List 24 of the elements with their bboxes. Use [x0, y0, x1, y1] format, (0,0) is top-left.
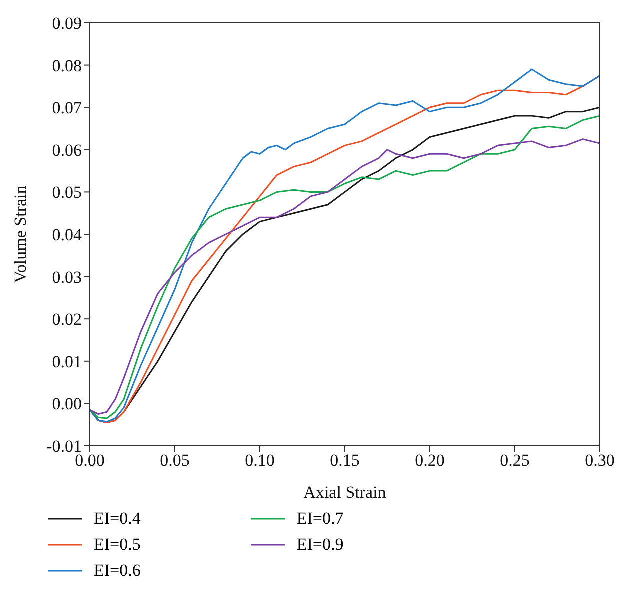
- y-axis-title: Volume Strain: [11, 185, 30, 284]
- y-tick-label: 0.06: [52, 140, 82, 160]
- y-tick-label: 0.03: [52, 268, 82, 287]
- y-tick-label: 0.09: [52, 14, 82, 34]
- y-tick-label: 0.07: [52, 98, 82, 118]
- x-tick-label: 0.00: [75, 451, 105, 470]
- x-axis-title: Axial Strain: [304, 483, 387, 502]
- y-tick-label: 0.02: [52, 310, 82, 330]
- y-tick-label: 0.05: [52, 183, 82, 202]
- x-tick-label: 0.30: [585, 451, 615, 470]
- x-tick-label: 0.05: [160, 451, 190, 470]
- x-tick-label: 0.10: [245, 451, 275, 470]
- legend-label: EI=0.9: [296, 535, 344, 555]
- y-tick-label: 0.00: [52, 394, 82, 414]
- x-tick-label: 0.20: [415, 451, 445, 470]
- x-tick-label: 0.25: [500, 451, 530, 470]
- y-tick-label: 0.08: [52, 56, 82, 76]
- legend-label: EI=0.4: [94, 509, 141, 529]
- legend-label: EI=0.6: [94, 561, 141, 581]
- y-tick-label: 0.01: [52, 352, 82, 372]
- x-tick-label: 0.15: [330, 451, 360, 470]
- y-tick-label: 0.04: [52, 226, 82, 245]
- legend-label: EI=0.5: [94, 535, 141, 555]
- legend-label: EI=0.7: [296, 509, 344, 529]
